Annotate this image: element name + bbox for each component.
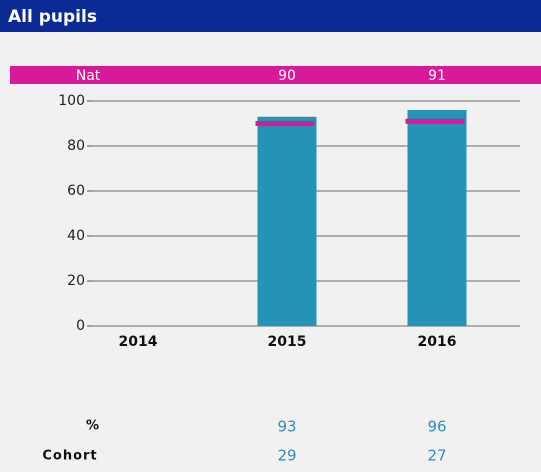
national-band — [10, 66, 541, 84]
national-value: 90 — [278, 68, 296, 84]
chart-title: All pupils — [8, 7, 97, 27]
y-tick-label: 80 — [67, 138, 85, 154]
y-tick-label: 60 — [67, 183, 85, 199]
bar — [257, 116, 317, 326]
national-label: Nat — [76, 68, 101, 84]
y-tick-label: 0 — [76, 318, 85, 334]
value-label: 93 — [277, 418, 296, 436]
cohort-value: 27 — [427, 447, 446, 465]
y-tick-label: 100 — [58, 93, 85, 109]
value-label: 96 — [427, 418, 446, 436]
y-tick-label: 40 — [67, 228, 85, 244]
header-bar — [0, 0, 541, 32]
row-header: % — [86, 419, 100, 434]
x-tick-label: 2015 — [268, 334, 307, 350]
y-tick-label: 20 — [67, 273, 85, 289]
national-value: 91 — [428, 68, 446, 84]
x-tick-label: 2016 — [418, 334, 457, 350]
x-tick-label: 2014 — [119, 334, 158, 350]
row-header: Cohort — [42, 449, 97, 464]
bar — [407, 110, 467, 326]
cohort-value: 29 — [277, 447, 296, 465]
